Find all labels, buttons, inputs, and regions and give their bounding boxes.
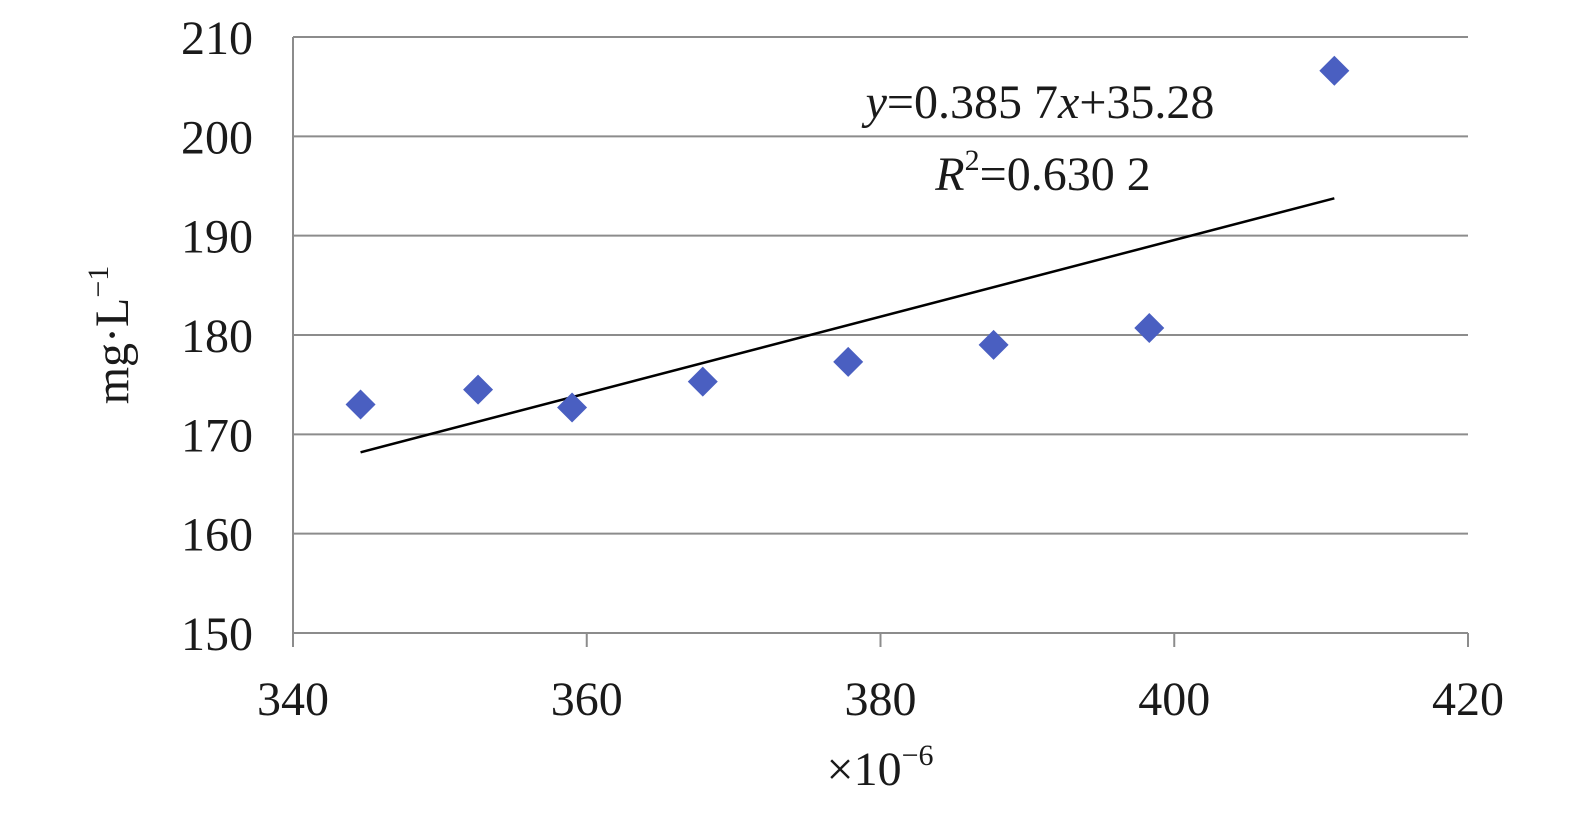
data-point [978,329,1009,360]
y-tick-label: 180 [181,310,253,363]
data-point [1319,55,1350,86]
data-point [1134,313,1165,344]
data-point [345,389,376,420]
axes [292,37,1469,647]
trendline [360,197,1335,454]
equation-x-var: x [1057,76,1079,129]
data-points [345,55,1350,423]
x-tick-label: 400 [1138,673,1210,726]
y-tick-label: 190 [181,211,253,264]
y-axis-title-exponent: −1 [82,266,115,298]
y-axis-title: mg·L−1 [82,266,139,405]
r-squared-var: R [934,148,964,201]
equation-part-2: +35.28 [1079,76,1214,129]
y-tick-labels: 150 160 170 180 190 200 210 [181,12,253,661]
data-point [463,374,494,405]
r-squared-exponent: 2 [965,144,980,177]
y-axis-title-base: mg·L [86,298,139,405]
trendline-equation: y=0.385 7x+35.28 [861,76,1215,129]
y-tick-label: 160 [181,509,253,562]
y-tick-label: 150 [181,608,253,661]
data-point [687,366,718,397]
equation-part-1: =0.385 7 [887,76,1058,129]
y-tick-label: 210 [181,12,253,65]
x-tick-label: 420 [1432,673,1504,726]
x-tick-label: 360 [551,673,623,726]
x-tick-labels: 340 360 380 400 420 [257,673,1504,726]
x-tick-label: 340 [257,673,329,726]
data-point [557,392,588,423]
y-tick-label: 170 [181,409,253,462]
grid-lines [293,36,1468,535]
x-axis-title: ×10−6 [827,739,934,796]
trendline-group [360,197,1335,454]
r-squared-value: =0.630 2 [980,148,1151,201]
x-tick-label: 380 [845,673,917,726]
equation-y-var: y [861,76,888,129]
data-point [833,346,864,377]
x-axis-title-base: ×10 [827,743,902,796]
r-squared: R2=0.630 2 [934,144,1150,201]
x-axis-title-exponent: −6 [902,739,934,772]
y-tick-label: 200 [181,111,253,164]
